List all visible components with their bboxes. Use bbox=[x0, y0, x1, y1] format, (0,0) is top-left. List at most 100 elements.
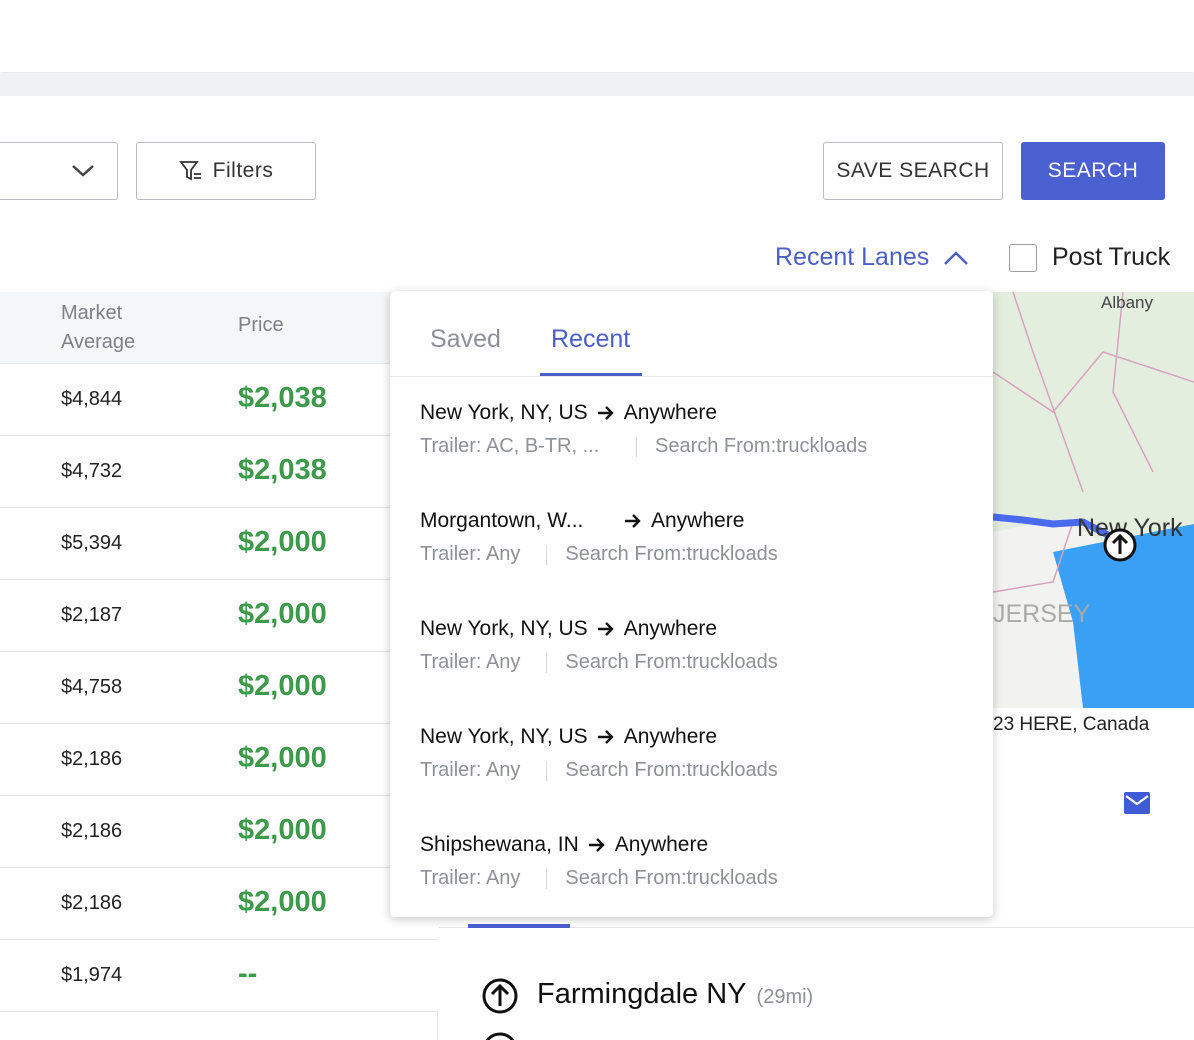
table-row: $2,186 $2,000 bbox=[0, 724, 438, 796]
recent-lane[interactable]: New York, NY, US Anywhere Trailer: Any Sear… bbox=[420, 725, 980, 782]
lane-destination: Anywhere bbox=[651, 509, 745, 532]
lane-details: Trailer: Any Search From:truckloads bbox=[420, 651, 980, 674]
price: $2,038 bbox=[238, 454, 327, 486]
popup-tab[interactable]: Recent bbox=[551, 325, 631, 353]
price: $2,000 bbox=[238, 742, 327, 774]
stop: Farmingdale NY (29mi) bbox=[537, 978, 813, 1011]
market-average: $4,732 bbox=[61, 460, 123, 482]
stop-icon bbox=[482, 978, 518, 1040]
market-average: $1,974 bbox=[61, 964, 123, 986]
origin-arrow bbox=[1111, 533, 1129, 554]
lane-trailer: Trailer: Any bbox=[420, 867, 521, 889]
popup-tab[interactable]: Saved bbox=[430, 325, 501, 353]
popup-divider bbox=[390, 376, 993, 377]
arrow-icon bbox=[597, 406, 614, 420]
lane-trailer: Trailer: AC, B-TR, ... bbox=[420, 435, 600, 457]
lane-destination: Anywhere bbox=[623, 725, 718, 748]
filter-icon bbox=[178, 161, 201, 181]
lane-search-from: Search From:truckloads bbox=[565, 867, 778, 889]
column-header: Market Average bbox=[61, 302, 136, 353]
map: Albany New York JERSEY bbox=[993, 292, 1194, 708]
lane-title: New York, NY, US Anywhere bbox=[420, 725, 980, 749]
tab-indicator bbox=[540, 373, 642, 376]
lane-search-from: Search From:truckloads bbox=[565, 759, 778, 781]
recent-lanes-link[interactable]: Recent Lanes bbox=[775, 243, 969, 272]
market-average: $4,758 bbox=[61, 676, 123, 698]
lane-destination: Anywhere bbox=[623, 401, 718, 424]
recent-lanes-label: Recent Lanes bbox=[775, 243, 930, 271]
lane-destination: Anywhere bbox=[614, 833, 709, 856]
table-row: $5,394 $2,000 bbox=[0, 508, 438, 580]
gray-band bbox=[0, 73, 1194, 96]
lane-title: Shipshewana, IN Anywhere bbox=[420, 833, 980, 857]
table-row: $2,186 $2,000 bbox=[0, 868, 438, 940]
column-header: Price bbox=[238, 314, 284, 336]
lane-title: New York, NY, US Anywhere bbox=[420, 401, 980, 425]
panel-tab-indicator bbox=[468, 924, 570, 928]
separator bbox=[546, 868, 548, 889]
table-row: $4,758 $2,000 bbox=[0, 652, 438, 724]
market-average: $2,186 bbox=[61, 748, 123, 770]
separator bbox=[546, 652, 548, 673]
recent-lanes-popup: Saved Recent New York, NY, US Anywhere Tra… bbox=[390, 291, 993, 917]
separator bbox=[636, 436, 637, 457]
lane-title: Morgantown, W... Anywhere bbox=[420, 509, 980, 533]
table-row: $1,974 -- bbox=[0, 940, 438, 1012]
map-label: Albany bbox=[1101, 293, 1153, 312]
price: $2,038 bbox=[238, 382, 327, 414]
market-average: $4,844 bbox=[61, 388, 123, 410]
save-search-button[interactable]: SAVE SEARCH bbox=[823, 142, 1003, 200]
search-button[interactable]: SEARCH bbox=[1021, 142, 1165, 200]
lane-trailer: Trailer: Any bbox=[420, 759, 521, 781]
market-average: $5,394 bbox=[61, 532, 123, 554]
market-average: $2,186 bbox=[61, 892, 123, 914]
filters-button[interactable]: Filters bbox=[136, 142, 316, 200]
lane-trailer: Trailer: Any bbox=[420, 651, 521, 673]
chevron-up bbox=[944, 250, 969, 265]
price: -- bbox=[238, 958, 258, 990]
chevron-down bbox=[72, 165, 94, 177]
filters-label: Filters bbox=[212, 159, 274, 182]
lane-details: Trailer: Any Search From:truckloads bbox=[420, 867, 980, 890]
lane-trailer: Trailer: Any bbox=[420, 543, 521, 565]
lane-origin: New York, NY, US bbox=[420, 401, 588, 424]
recent-lane[interactable]: New York, NY, US Anywhere Trailer: AC, B-T… bbox=[420, 401, 980, 458]
arrow-icon bbox=[597, 622, 614, 636]
post-truck-label: Post Truck bbox=[1052, 243, 1171, 271]
lane-search-from: Search From:truckloads bbox=[565, 543, 778, 565]
map-label: JERSEY bbox=[993, 600, 1091, 628]
lane-origin: Shipshewana, IN bbox=[420, 833, 579, 856]
price: $2,000 bbox=[238, 526, 327, 558]
map-water bbox=[1053, 524, 1194, 708]
stop-name: Farmingdale NY bbox=[537, 978, 747, 1010]
price: $2,000 bbox=[238, 814, 327, 846]
lane-details: Trailer: Any Search From:truckloads bbox=[420, 543, 980, 566]
table-row: $2,186 $2,000 bbox=[0, 796, 438, 868]
table-row: $2,187 $2,000 bbox=[0, 580, 438, 652]
lane-search-from: Search From:truckloads bbox=[565, 651, 778, 673]
market-average: $2,187 bbox=[61, 604, 123, 626]
lane-origin: Morgantown, W... bbox=[420, 509, 584, 532]
lane-search-from: Search From:truckloads bbox=[655, 435, 868, 457]
recent-lane[interactable]: Morgantown, W... Anywhere Trailer: Any Sear… bbox=[420, 509, 980, 566]
price: $2,000 bbox=[238, 670, 327, 702]
recent-lane[interactable]: New York, NY, US Anywhere Trailer: Any Sear… bbox=[420, 617, 980, 674]
lane-details: Trailer: AC, B-TR, ... Search From:truckl… bbox=[420, 435, 980, 458]
top-header bbox=[0, 0, 1194, 72]
price: $2,000 bbox=[238, 598, 327, 630]
price: $2,000 bbox=[238, 886, 327, 918]
stop-distance: (29mi) bbox=[756, 986, 814, 1008]
arrow-icon bbox=[625, 514, 641, 528]
recent-lane[interactable]: Shipshewana, IN Anywhere Trailer: Any Searc… bbox=[420, 833, 980, 890]
separator bbox=[546, 760, 548, 781]
panel-divider bbox=[439, 927, 1194, 928]
table-header: Market Average Price bbox=[0, 292, 438, 364]
email-icon[interactable] bbox=[1124, 792, 1150, 814]
dropdown[interactable] bbox=[0, 142, 118, 200]
post-truck-checkbox[interactable] bbox=[1009, 244, 1037, 272]
lane-origin: New York, NY, US bbox=[420, 725, 588, 748]
arrow-icon bbox=[597, 730, 614, 744]
table: Market Average Price $4,844 $2,038 $4,732 $… bbox=[0, 292, 438, 1040]
map-attribution: 23 HERE, Canada bbox=[993, 708, 1194, 740]
